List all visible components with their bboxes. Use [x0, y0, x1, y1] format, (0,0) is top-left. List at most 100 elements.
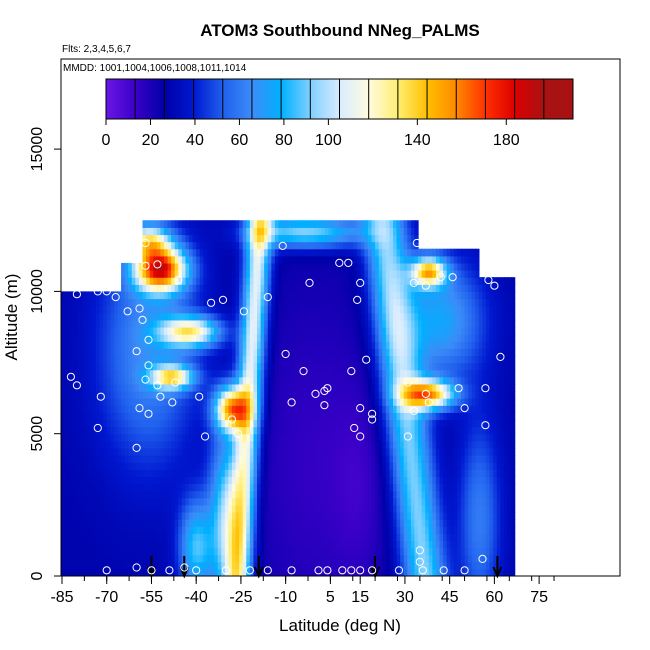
heatmap-cell	[185, 255, 190, 264]
heatmap-cell	[124, 497, 129, 506]
heatmap-cell	[274, 248, 280, 257]
heatmap-cell	[142, 469, 147, 477]
heatmap-cell	[400, 220, 405, 228]
heatmap-cell	[153, 341, 158, 349]
heatmap-cell	[346, 391, 351, 399]
heatmap-cell	[163, 540, 169, 549]
heatmap-cell	[257, 455, 262, 463]
heatmap-cell	[393, 369, 398, 378]
heatmap-cell	[246, 391, 251, 399]
heatmap-cell	[128, 277, 133, 285]
heatmap-cell	[196, 504, 201, 513]
heatmap-cell	[393, 405, 398, 413]
heatmap-cell	[178, 355, 183, 364]
heatmap-cell	[278, 405, 283, 413]
heatmap-cell	[253, 248, 258, 257]
heatmap-cell	[124, 447, 129, 456]
heatmap-cell	[160, 312, 165, 321]
heatmap-cell	[70, 519, 76, 527]
heatmap-cell	[153, 376, 158, 385]
heatmap-cell	[121, 440, 126, 449]
heatmap-cell	[375, 241, 380, 250]
heatmap-cell	[131, 490, 136, 499]
heatmap-cell	[199, 355, 204, 364]
heatmap-cell	[242, 455, 247, 463]
heatmap-cell	[124, 348, 129, 357]
heatmap-cell	[410, 519, 416, 527]
heatmap-cell	[332, 305, 337, 314]
heatmap-cell	[321, 348, 326, 357]
heatmap-cell	[117, 383, 122, 392]
heatmap-cell	[403, 433, 408, 442]
heatmap-cell	[292, 298, 297, 307]
heatmap-cell	[239, 341, 244, 349]
heatmap-cell	[260, 469, 265, 477]
heatmap-cell	[231, 326, 237, 335]
heatmap-cell	[74, 490, 79, 499]
heatmap-cell	[160, 277, 165, 285]
heatmap-cell	[267, 234, 272, 243]
heatmap-cell	[414, 462, 419, 470]
heatmap-cell	[403, 440, 408, 449]
heatmap-cell	[378, 270, 383, 278]
heatmap-cell	[335, 362, 340, 371]
heatmap-cell	[146, 533, 151, 542]
heatmap-cell	[153, 483, 158, 492]
heatmap-cell	[203, 305, 208, 314]
heatmap-cell	[192, 533, 197, 542]
heatmap-cell	[61, 533, 65, 542]
heatmap-cell	[414, 369, 419, 378]
heatmap-cell	[106, 383, 111, 392]
heatmap-cell	[242, 476, 247, 485]
heatmap-cell	[407, 462, 412, 470]
heatmap-cell	[92, 526, 97, 534]
heatmap-cell	[346, 341, 351, 349]
heatmap-cell	[135, 419, 140, 428]
heatmap-cell	[224, 561, 229, 570]
heatmap-cell	[396, 326, 401, 335]
heatmap-cell	[99, 455, 104, 463]
heatmap-cell	[149, 511, 154, 520]
heatmap-cell	[88, 341, 94, 349]
heatmap-cell	[217, 220, 222, 228]
heatmap-cell	[292, 277, 297, 285]
heatmap-cell	[310, 369, 315, 378]
heatmap-cell	[131, 568, 136, 576]
heatmap-cell	[264, 298, 269, 307]
heatmap-cell	[214, 547, 219, 556]
heatmap-cell	[410, 497, 416, 506]
heatmap-cell	[335, 355, 340, 364]
heatmap-cell	[375, 319, 380, 328]
heatmap-cell	[296, 255, 301, 264]
heatmap-cell	[153, 462, 158, 470]
heatmap-cell	[106, 540, 111, 549]
heatmap-cell	[314, 355, 319, 364]
heatmap-cell	[260, 433, 265, 442]
heatmap-cell	[303, 561, 308, 570]
heatmap-cell	[353, 519, 358, 527]
heatmap-cell	[167, 312, 172, 321]
heatmap-cell	[396, 440, 401, 449]
heatmap-cell	[274, 426, 280, 435]
heatmap-cell	[282, 405, 287, 413]
heatmap-cell	[296, 348, 301, 357]
heatmap-cell	[385, 540, 391, 549]
heatmap-cell	[153, 547, 158, 556]
heatmap-cell	[117, 511, 122, 520]
heatmap-cell	[317, 412, 323, 421]
heatmap-cell	[196, 362, 201, 371]
heatmap-cell	[78, 305, 83, 314]
heatmap-cell	[289, 519, 294, 527]
heatmap-cell	[342, 398, 348, 406]
heatmap-cell	[353, 540, 358, 549]
heatmap-cell	[135, 490, 140, 499]
heatmap-cell	[246, 561, 251, 570]
heatmap-cell	[95, 497, 101, 506]
heatmap-cell	[61, 469, 65, 477]
heatmap-cell	[325, 391, 330, 399]
heatmap-cell	[171, 234, 176, 243]
heatmap-cell	[214, 348, 219, 357]
heatmap-cell	[328, 277, 333, 285]
heatmap-cell	[410, 277, 416, 285]
heatmap-cell	[142, 298, 147, 307]
